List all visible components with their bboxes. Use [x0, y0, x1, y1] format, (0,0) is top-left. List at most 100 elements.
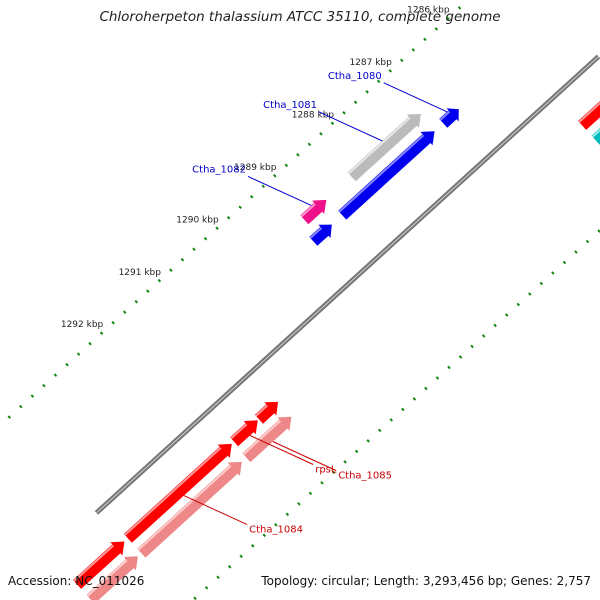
scale-dot [30, 394, 35, 398]
scale-dot [193, 596, 197, 600]
gene-arrow-highlight [230, 423, 248, 440]
scale-dot [585, 239, 590, 244]
scale-dot [239, 554, 243, 559]
accession-label: Accession: NC_011026 [8, 574, 145, 588]
scale-dot [203, 236, 208, 241]
scale-dot [204, 585, 209, 590]
gene-label: Ctha_1085 [338, 471, 392, 482]
scale-tick-label: 1292 kbp [61, 320, 104, 330]
scale-dot [319, 132, 323, 136]
gene-arrow [137, 461, 242, 558]
gene-arrow-highlight [338, 134, 425, 213]
gene-arrow-highlight [591, 128, 600, 138]
scale-dot [493, 323, 497, 328]
scale-dot [342, 111, 346, 115]
genome-title: Chloroherpeton thalassium ATCC 35110, co… [99, 9, 501, 25]
gene-arrow [230, 420, 258, 447]
scale-dot [551, 271, 555, 275]
gene-arrow [439, 108, 459, 128]
scale-dot [330, 121, 335, 126]
scale-dot [238, 205, 242, 210]
scale-dot [389, 418, 394, 422]
gene-label-leader [272, 441, 337, 472]
gene-label-leader [318, 111, 383, 142]
scale-dot [273, 173, 277, 178]
scale-dot [226, 215, 231, 220]
gene-label: Ctha_1084 [249, 525, 303, 536]
scale-dot [562, 260, 567, 265]
genome-summary: Topology: circular; Length: 3,293,456 bp… [261, 574, 591, 588]
scale-dot [435, 376, 440, 380]
gene-arrow-highlight [124, 447, 222, 536]
scale-dot [376, 79, 381, 84]
scale-dot [400, 58, 404, 63]
gene-label: Ctha_1082 [192, 164, 246, 175]
scale-dot [19, 404, 23, 409]
scale-dot [169, 268, 173, 272]
gene-label-leader [183, 495, 248, 526]
scale-dot [574, 250, 578, 254]
gene-label: Ctha_1080 [328, 71, 382, 82]
scale-dot [377, 428, 382, 433]
scale-dot [192, 247, 196, 252]
scale-dot [111, 320, 115, 325]
scale-dot [157, 278, 162, 283]
scale-dot [411, 48, 416, 52]
scale-dot [423, 37, 427, 42]
scale-dot [401, 407, 405, 412]
scale-tick-label: 1291 kbp [119, 268, 162, 278]
scale-tick-label: 1286 kbp [407, 5, 450, 15]
scale-tick-label: 1287 kbp [349, 58, 392, 68]
scale-tick-label: 1290 kbp [176, 215, 219, 225]
scale-dot [470, 344, 474, 349]
scale-dot [446, 16, 450, 21]
feature-arrows [73, 101, 600, 600]
scale-tick-label: 1289 kbp [234, 163, 277, 173]
scale-dot [249, 194, 254, 199]
scale-dot [353, 100, 358, 105]
gene-arrow [254, 401, 278, 424]
scale-dot [308, 491, 313, 496]
scale-dot [388, 69, 392, 73]
scale-dot [53, 373, 58, 377]
scale-dot [481, 334, 486, 338]
gene-arrow-highlight [578, 101, 600, 123]
gene-label-leader [247, 176, 312, 206]
gene-arrow-highlight [309, 227, 323, 239]
scale-dot [320, 481, 324, 485]
scale-dot [354, 449, 359, 454]
scale-dot [261, 184, 265, 189]
gene-arrow [86, 556, 138, 600]
gene-label: rpsL [315, 464, 337, 475]
scale-dot [215, 226, 219, 231]
genome-backbone-highlight [96, 56, 599, 514]
scale-dot [412, 397, 417, 401]
gene-arrow [300, 199, 327, 225]
scale-dot [180, 257, 185, 262]
scale-dot [528, 292, 532, 296]
scale-dot [458, 355, 463, 359]
gene-arrow-highlight [255, 404, 269, 417]
gene-arrow [123, 443, 232, 543]
scale-dot [284, 163, 289, 168]
gene-arrow [338, 131, 435, 220]
scale-dot [504, 313, 509, 317]
scale-dots-inner [193, 229, 600, 600]
scale-dot [146, 289, 150, 293]
scale-dot [434, 27, 439, 31]
scale-dot [65, 362, 69, 367]
gene-arrow-highlight [73, 544, 115, 582]
scale-dots-outer [7, 6, 462, 419]
scale-dot [343, 460, 347, 464]
scale-dot [457, 6, 462, 10]
scale-dot [227, 565, 232, 569]
gene-arrow-highlight [242, 420, 281, 456]
scale-dot [285, 512, 290, 517]
scale-dot [122, 310, 127, 314]
scale-dot [516, 302, 521, 307]
scale-dot [307, 142, 312, 147]
scale-dot [447, 365, 451, 370]
gene-label-leader [383, 82, 448, 113]
scale-dot [42, 383, 46, 388]
